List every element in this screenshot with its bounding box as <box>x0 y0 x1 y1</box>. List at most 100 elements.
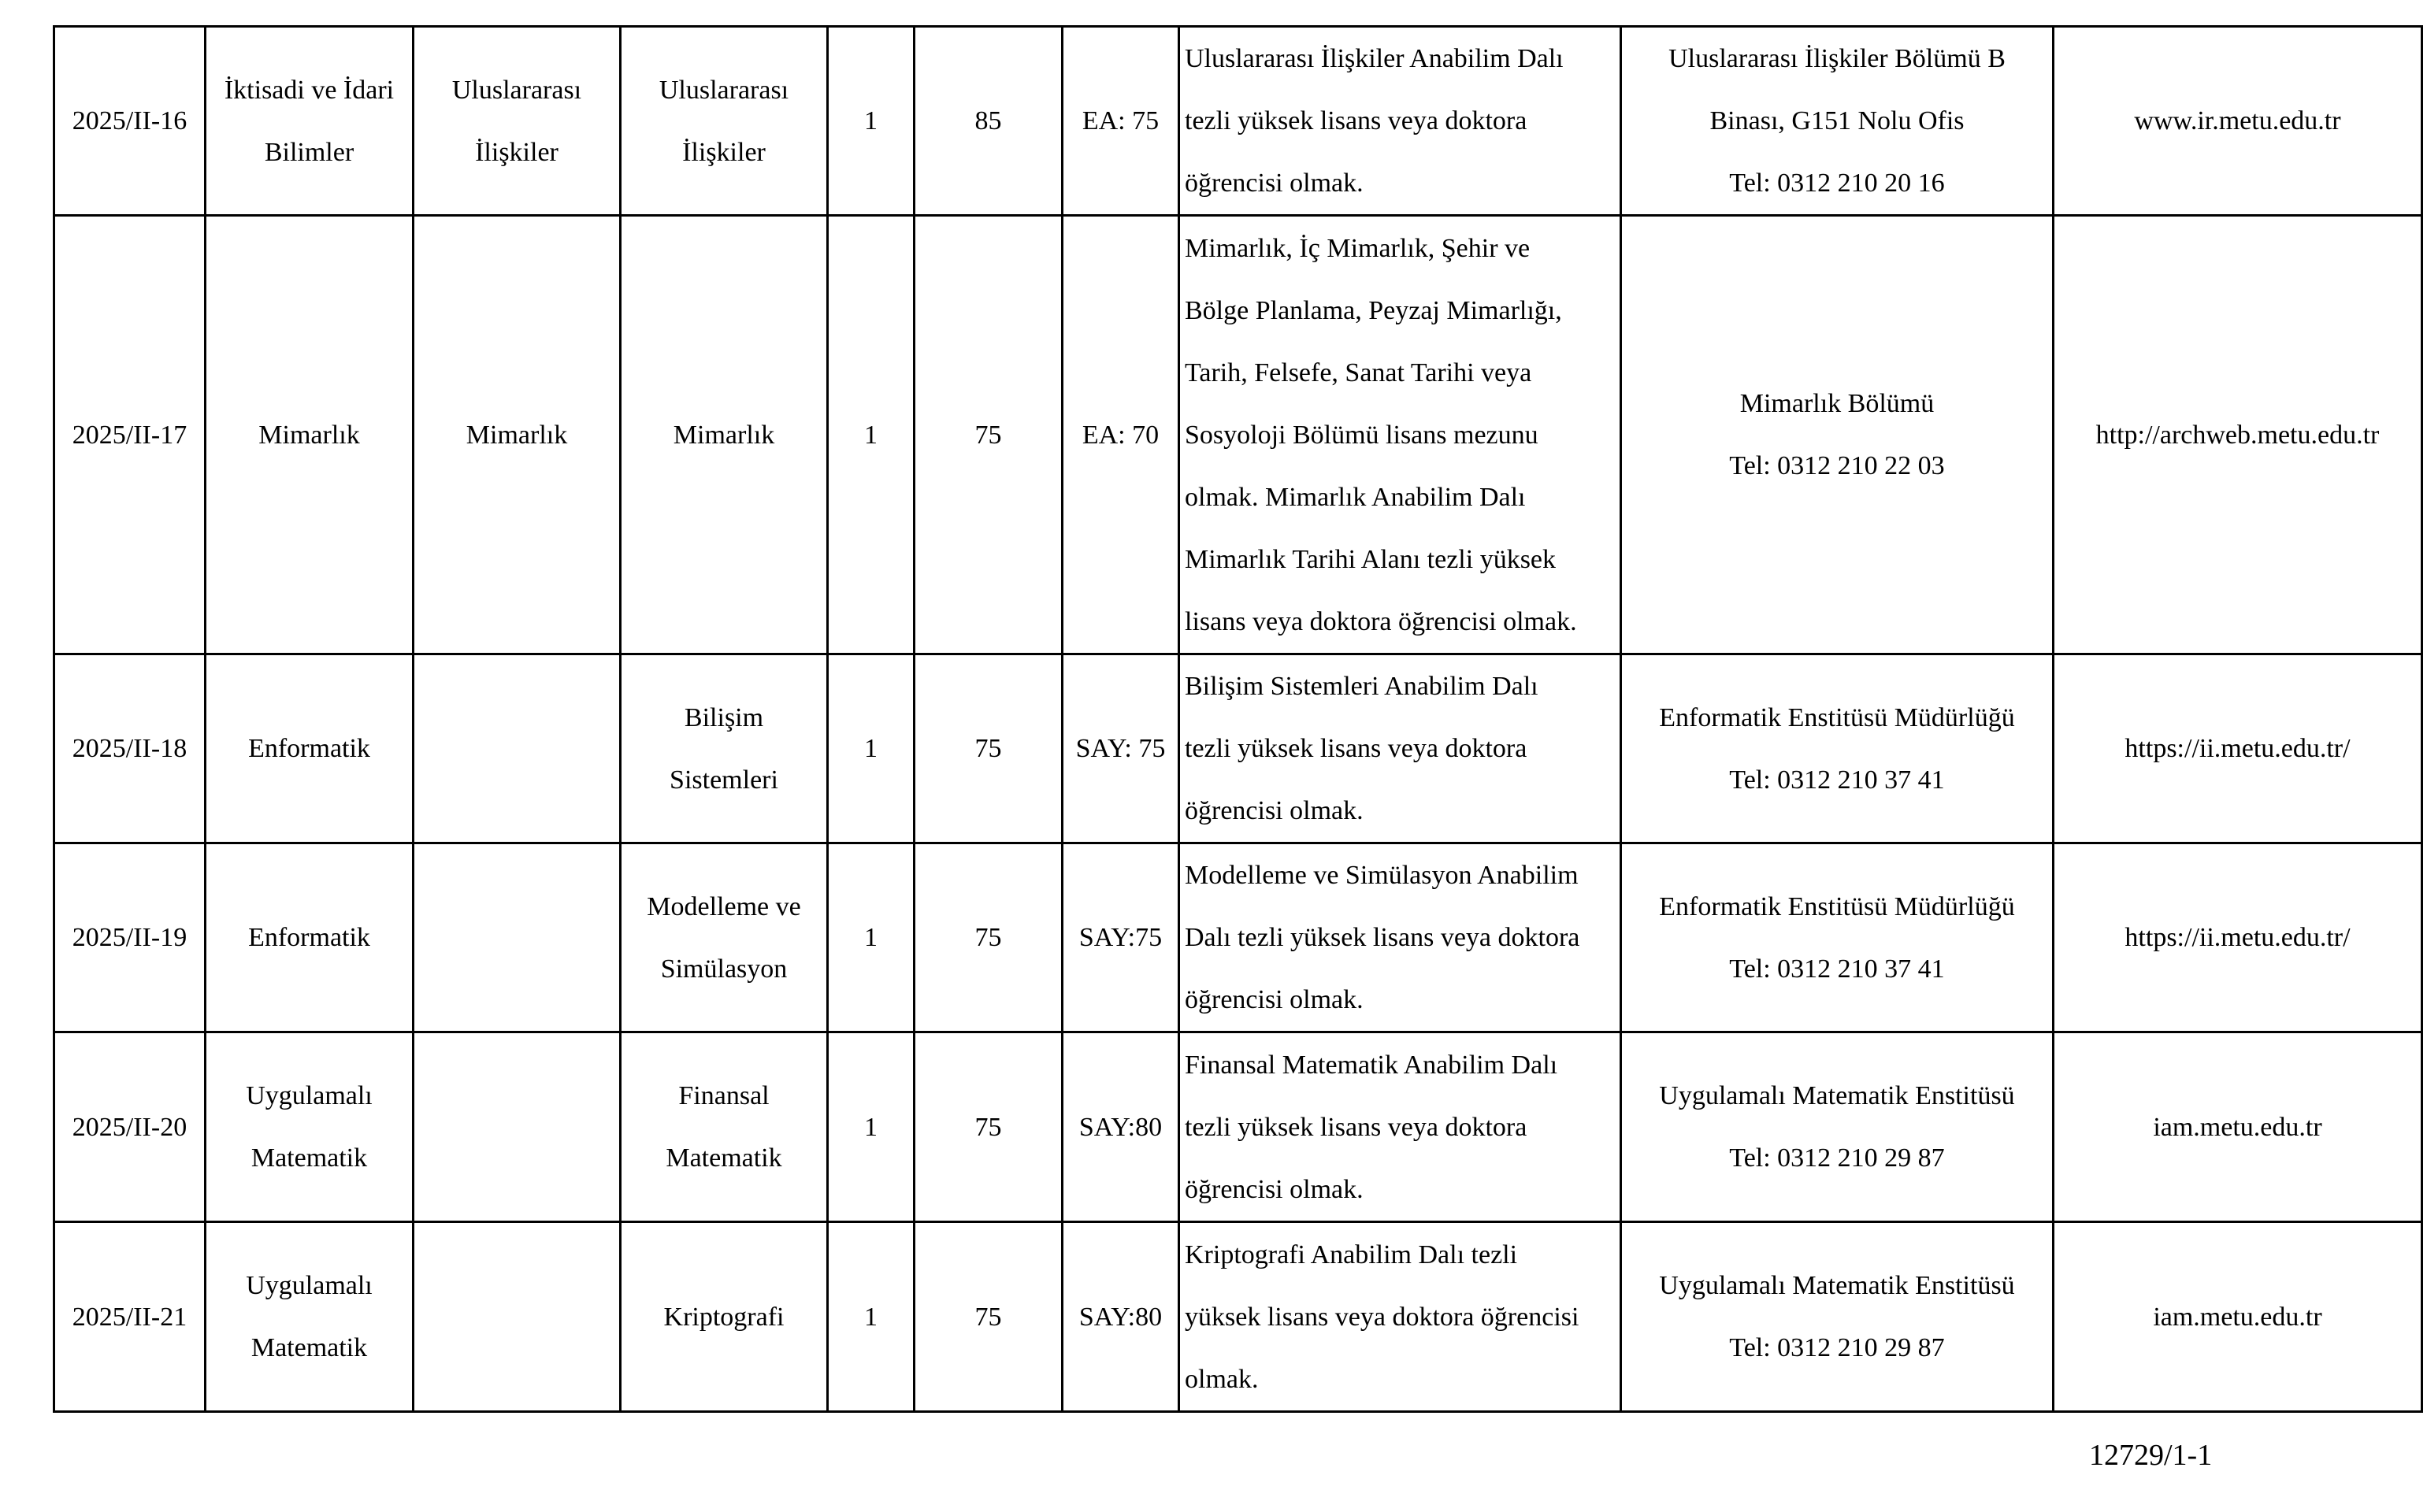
cell-contact-line: Tel: 0312 210 37 41 <box>1729 954 1945 984</box>
cell-code: 2025/II-16 <box>53 25 206 217</box>
cell-contact-line: Tel: 0312 210 22 03 <box>1729 451 1945 480</box>
cell-requirements-line: tezli yüksek lisans veya doktora <box>1185 106 1527 135</box>
cell-contact-line: Tel: 0312 210 37 41 <box>1729 765 1945 795</box>
cell-requirements-line: yüksek lisans veya doktora öğrencisi <box>1185 1302 1579 1332</box>
cell-unit: Enformatik <box>204 653 414 844</box>
cell-quota: 1 <box>826 25 915 217</box>
cell-field: Modelleme ve Simülasyon <box>619 842 829 1033</box>
cell-contact-line: Enformatik Enstitüsü Müdürlüğü <box>1659 891 2015 921</box>
cell-unit: Mimarlık <box>204 214 414 655</box>
cell-field-line: Finansal <box>678 1081 770 1110</box>
cell-requirements: Modelleme ve Simülasyon Anabilim Dalı tez… <box>1178 842 1622 1033</box>
cell-requirements-line: öğrencisi olmak. <box>1185 169 1364 198</box>
cell-requirements-line: Mimarlık, İç Mimarlık, Şehir ve <box>1185 233 1531 263</box>
cell-unit-line: Enformatik <box>248 923 370 952</box>
cell-unit-line: Mimarlık <box>258 420 360 450</box>
cell-requirements-line: Uluslararası İlişkiler Anabilim Dalı <box>1185 44 1564 73</box>
cell-ales: 75 <box>913 214 1063 655</box>
cell-requirements-line: Mimarlık Tarihi Alanı tezli yüksek <box>1185 544 1557 574</box>
cell-website: https://ii.metu.edu.tr/ <box>2052 653 2423 844</box>
cell-requirements-line: tezli yüksek lisans veya doktora <box>1185 734 1527 763</box>
cell-field: Kriptografi <box>619 1221 829 1413</box>
cell-contact: Uygulamalı Matematik Enstitüsü Tel: 0312 … <box>1620 1031 2054 1223</box>
cell-website: iam.metu.edu.tr <box>2052 1031 2423 1223</box>
table-row: 2025/II-21 Uygulamalı Matematik Kriptografi… <box>53 1221 2423 1413</box>
cell-requirements-line: olmak. <box>1185 1364 1259 1394</box>
cell-requirements: Kriptografi Anabilim Dalı tezli yüksek li… <box>1178 1221 1622 1413</box>
cell-code: 2025/II-17 <box>53 214 206 655</box>
cell-department <box>412 842 622 1033</box>
cell-requirements: Mimarlık, İç Mimarlık, Şehir ve Bölge Pla… <box>1178 214 1622 655</box>
cell-contact-line: Mimarlık Bölümü <box>1739 389 1935 418</box>
cell-contact: Uluslararası İlişkiler Bölümü B Binası, G… <box>1620 25 2054 217</box>
cell-department: Mimarlık <box>412 214 622 655</box>
cell-ales: 75 <box>913 1221 1063 1413</box>
cell-quota: 1 <box>826 214 915 655</box>
cell-field-line: Matematik <box>666 1143 782 1173</box>
cell-ales: 75 <box>913 842 1063 1033</box>
cell-contact-line: Tel: 0312 210 29 87 <box>1729 1143 1945 1173</box>
cell-score: SAY:80 <box>1061 1031 1180 1223</box>
cell-requirements: Bilişim Sistemleri Anabilim Dalı tezli yü… <box>1178 653 1622 844</box>
cell-field: Finansal Matematik <box>619 1031 829 1223</box>
cell-requirements-line: Sosyoloji Bölümü lisans mezunu <box>1185 420 1538 450</box>
cell-quota: 1 <box>826 1031 915 1223</box>
cell-website: http://archweb.metu.edu.tr <box>2052 214 2423 655</box>
cell-requirements-line: Dalı tezli yüksek lisans veya doktora <box>1185 923 1580 952</box>
cell-requirements-line: tezli yüksek lisans veya doktora <box>1185 1112 1527 1142</box>
cell-field-line: İlişkiler <box>682 137 766 167</box>
cell-unit-line: Enformatik <box>248 734 370 763</box>
cell-contact-line: Uygulamalı Matematik Enstitüsü <box>1659 1081 2015 1110</box>
cell-department: Uluslararası İlişkiler <box>412 25 622 217</box>
cell-contact: Mimarlık Bölümü Tel: 0312 210 22 03 <box>1620 214 2054 655</box>
cell-field-line: Kriptografi <box>663 1302 785 1332</box>
cell-department <box>412 653 622 844</box>
cell-unit: Enformatik <box>204 842 414 1033</box>
cell-field: Mimarlık <box>619 214 829 655</box>
cell-requirements: Finansal Matematik Anabilim Dalı tezli yü… <box>1178 1031 1622 1223</box>
cell-ales: 85 <box>913 25 1063 217</box>
table-row: 2025/II-20 Uygulamalı Matematik Finansal Mat… <box>53 1031 2423 1223</box>
cell-requirements-line: Bilişim Sistemleri Anabilim Dalı <box>1185 672 1538 701</box>
cell-department-line: İlişkiler <box>475 137 559 167</box>
cell-requirements-line: öğrencisi olmak. <box>1185 796 1364 825</box>
cell-requirements-line: Kriptografi Anabilim Dalı tezli <box>1185 1240 1518 1269</box>
cell-quota: 1 <box>826 842 915 1033</box>
cell-department-line: Mimarlık <box>466 420 568 450</box>
cell-field-line: Modelleme ve <box>647 891 801 921</box>
cell-requirements-line: öğrencisi olmak. <box>1185 985 1364 1014</box>
cell-requirements-line: olmak. Mimarlık Anabilim Dalı <box>1185 482 1526 512</box>
cell-score: SAY:80 <box>1061 1221 1180 1413</box>
cell-website: https://ii.metu.edu.tr/ <box>2052 842 2423 1033</box>
table-row: 2025/II-19 Enformatik Modelleme ve Simülasy… <box>53 842 2423 1033</box>
cell-contact-line: Uluslararası İlişkiler Bölümü B <box>1668 44 2006 73</box>
page-footer-number: 12729/1-1 <box>2089 1439 2213 1472</box>
cell-unit-line: Uygulamalı <box>246 1271 373 1300</box>
cell-requirements: Uluslararası İlişkiler Anabilim Dalı tezl… <box>1178 25 1622 217</box>
cell-field: Uluslararası İlişkiler <box>619 25 829 217</box>
cell-department <box>412 1031 622 1223</box>
cell-department-line: Uluslararası <box>451 75 582 105</box>
cell-unit-line: Uygulamalı <box>246 1081 373 1110</box>
cell-contact-line: Tel: 0312 210 29 87 <box>1729 1333 1945 1362</box>
cell-field-line: Bilişim <box>684 702 764 732</box>
cell-quota: 1 <box>826 1221 915 1413</box>
cell-ales: 75 <box>913 1031 1063 1223</box>
cell-field-line: Sistemleri <box>670 765 778 795</box>
cell-requirements-line: Finansal Matematik Anabilim Dalı <box>1185 1050 1558 1080</box>
cell-requirements-line: Modelleme ve Simülasyon Anabilim <box>1185 861 1579 890</box>
cell-requirements-line: Tarih, Felsefe, Sanat Tarihi veya <box>1185 358 1532 387</box>
cell-unit-line: Matematik <box>250 1143 368 1173</box>
table-row: 2025/II-16 İktisadi ve İdari Bilimler Ulusl… <box>53 25 2423 217</box>
table-row: 2025/II-18 Enformatik Bilişim Sistemleri 1 75… <box>53 653 2423 844</box>
cell-field: Bilişim Sistemleri <box>619 653 829 844</box>
cell-unit-line: Bilimler <box>264 137 354 167</box>
cell-field-line: Mimarlık <box>673 420 775 450</box>
cell-contact: Enformatik Enstitüsü Müdürlüğü Tel: 0312 … <box>1620 842 2054 1033</box>
cell-score: EA: 75 <box>1061 25 1180 217</box>
cell-contact: Uygulamalı Matematik Enstitüsü Tel: 0312 … <box>1620 1221 2054 1413</box>
cell-unit: Uygulamalı Matematik <box>204 1221 414 1413</box>
positions-table: 2025/II-16 İktisadi ve İdari Bilimler Ulusl… <box>53 25 2423 1413</box>
cell-requirements-line: lisans veya doktora öğrencisi olmak. <box>1185 606 1577 636</box>
cell-requirements-line: öğrencisi olmak. <box>1185 1174 1364 1204</box>
